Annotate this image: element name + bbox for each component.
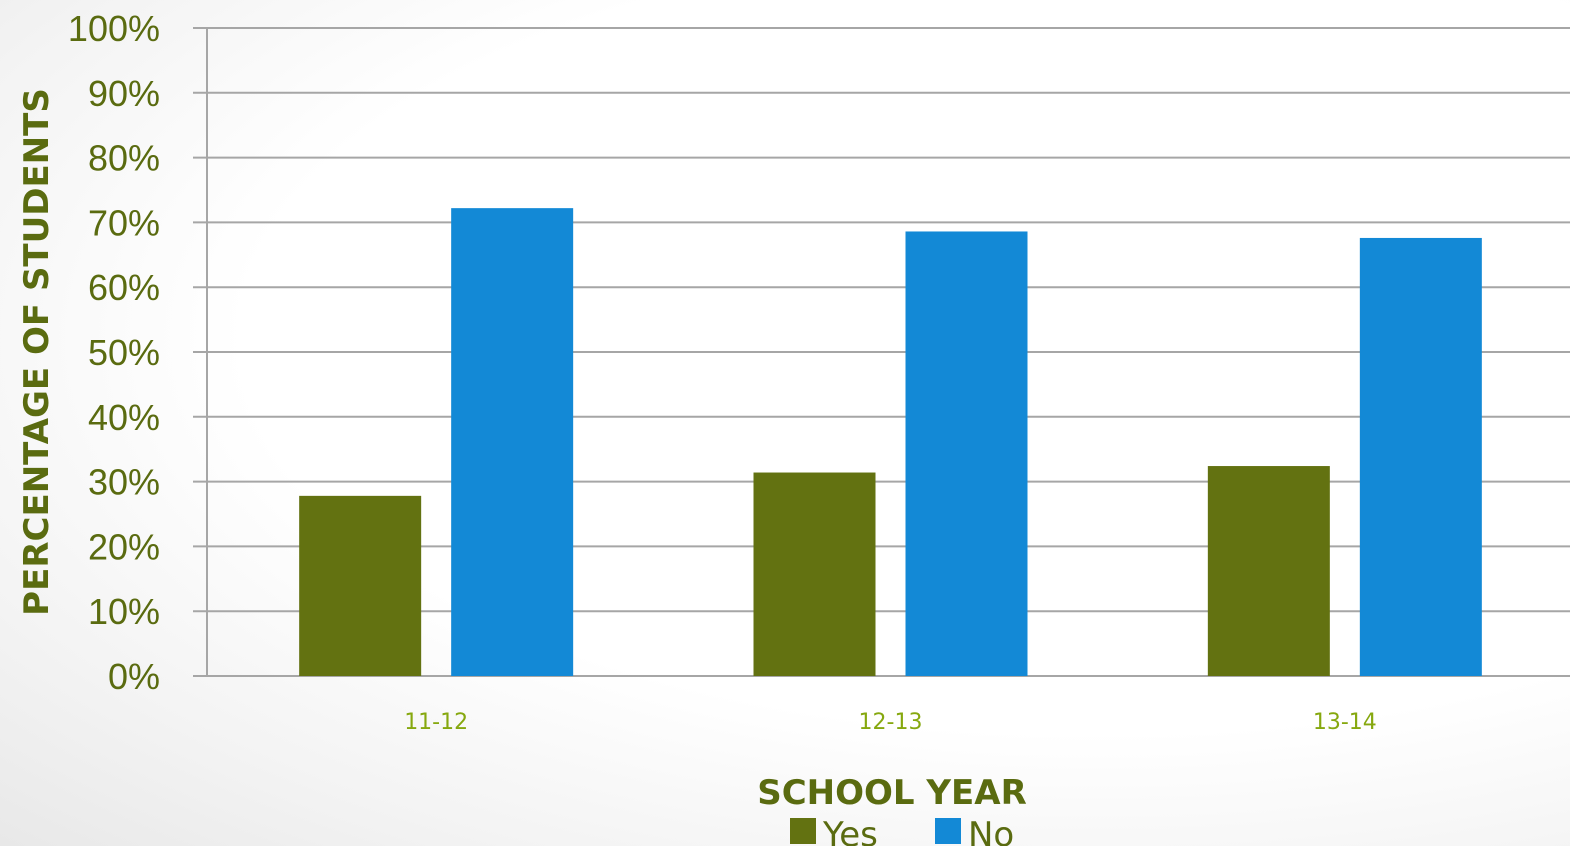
bar-yes-13-14 bbox=[1207, 466, 1330, 676]
y-tick-label: 40% bbox=[88, 397, 160, 438]
legend-swatch-yes bbox=[790, 818, 816, 844]
x-axis-title: SCHOOL YEAR bbox=[757, 773, 1027, 813]
bar-no-13-14 bbox=[1359, 237, 1482, 676]
x-axis-categories: 11-12 12-13 13-14 bbox=[404, 710, 1377, 735]
x-category-label: 13-14 bbox=[1313, 710, 1377, 735]
bars bbox=[299, 208, 1482, 677]
x-category-label: 11-12 bbox=[404, 710, 468, 735]
gridlines bbox=[193, 27, 1570, 677]
y-tick-label: 50% bbox=[88, 332, 160, 373]
bar-yes-12-13 bbox=[753, 472, 876, 676]
legend: Yes No bbox=[790, 815, 1014, 846]
legend-label-no: No bbox=[968, 815, 1014, 846]
y-axis-title: PERCENTAGE OF STUDENTS bbox=[17, 88, 57, 616]
y-tick-label: 60% bbox=[88, 267, 160, 308]
legend-swatch-no bbox=[935, 818, 961, 844]
y-tick-label: 30% bbox=[88, 462, 160, 503]
x-category-label: 12-13 bbox=[859, 710, 923, 735]
legend-label-yes: Yes bbox=[822, 815, 878, 846]
y-tick-label: 80% bbox=[88, 138, 160, 179]
y-axis-ticks: 0% 10% 20% 30% 40% 50% 60% 70% 80% 90% 100% bbox=[68, 8, 160, 697]
y-tick-label: 100% bbox=[68, 8, 160, 49]
y-tick-label: 10% bbox=[88, 591, 160, 632]
bar-no-11-12 bbox=[451, 208, 574, 677]
bar-yes-11-12 bbox=[299, 495, 422, 676]
y-tick-label: 0% bbox=[108, 656, 160, 697]
bar-no-12-13 bbox=[905, 231, 1028, 677]
y-tick-label: 70% bbox=[88, 202, 160, 243]
y-tick-label: 20% bbox=[88, 526, 160, 567]
y-tick-label: 90% bbox=[88, 73, 160, 114]
